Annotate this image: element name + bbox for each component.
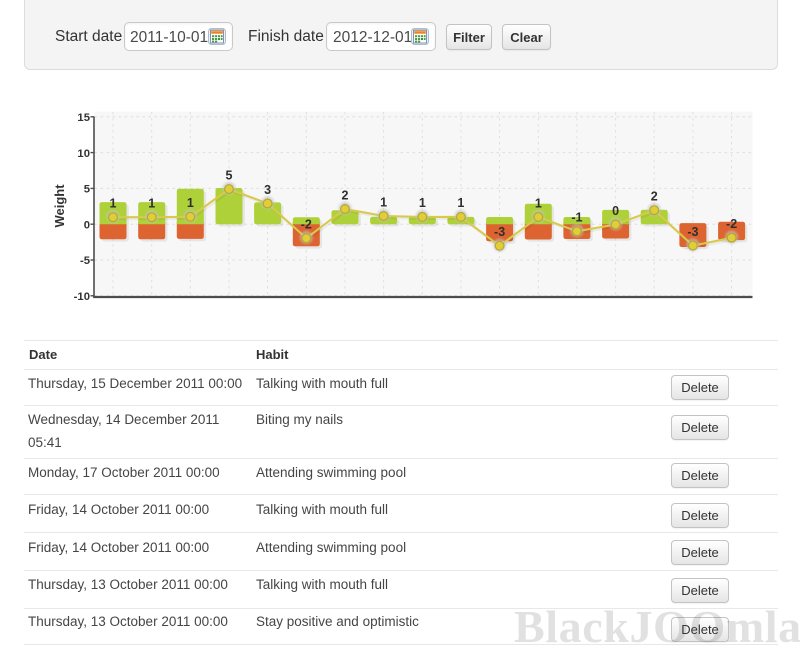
svg-text:Weight: Weight [52,184,67,228]
svg-text:-3: -3 [687,225,698,239]
svg-text:2: 2 [651,190,658,204]
svg-text:1: 1 [419,196,426,210]
svg-text:-10: -10 [74,291,90,303]
svg-text:15: 15 [77,112,90,124]
svg-text:5: 5 [84,184,90,196]
svg-text:1: 1 [148,197,155,211]
svg-text:-1: -1 [571,211,582,225]
svg-text:10: 10 [77,148,90,160]
svg-text:-3: -3 [494,225,505,239]
svg-text:1: 1 [380,195,387,209]
svg-text:-5: -5 [80,255,90,267]
svg-text:3: 3 [264,183,271,197]
svg-text:0: 0 [612,204,619,218]
svg-text:5: 5 [226,168,233,182]
svg-text:1: 1 [457,196,464,210]
svg-text:-2: -2 [301,218,312,232]
svg-text:1: 1 [535,196,542,210]
svg-text:1: 1 [110,197,117,211]
svg-text:-2: -2 [726,217,737,231]
svg-text:2: 2 [342,188,349,202]
svg-text:1: 1 [187,196,194,210]
svg-text:0: 0 [84,219,90,231]
